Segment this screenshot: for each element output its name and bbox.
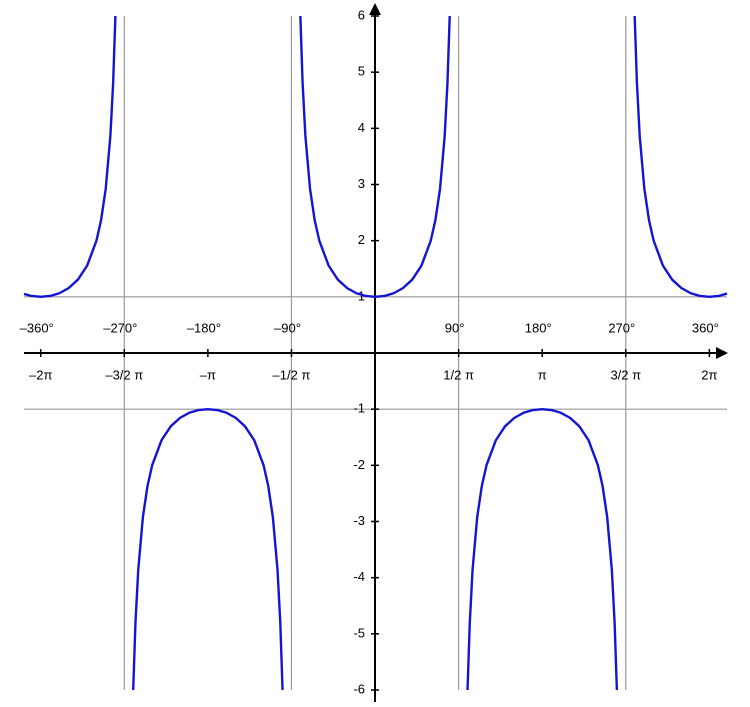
x-tick-label: 270° [608,320,635,335]
x-tick-label: 90° [445,320,465,335]
x2-tick-label: 2π [701,367,717,382]
y-tick-label: 6 [358,7,365,22]
x2-tick-label: –π [200,367,216,382]
x-tick-label: –360° [20,320,54,335]
y-tick-label: -6 [353,681,365,696]
x-tick-label: 360° [692,320,719,335]
y-tick-label: 5 [358,64,365,79]
x-tick-label: –180° [187,320,221,335]
y-tick-label: -4 [353,569,365,584]
y-tick-label: 3 [358,176,365,191]
y-tick-label: 4 [358,120,365,135]
y-tick-label: 2 [358,232,365,247]
y-tick-label: -1 [353,401,365,416]
x2-tick-label: –3/2 π [105,367,143,382]
x-axis-arrow [716,347,728,359]
curve [23,15,728,691]
x-tick-label: 180° [525,320,552,335]
y-tick-label: -5 [353,625,365,640]
x2-tick-label: 1/2 π [443,367,474,382]
y-tick-label: -2 [353,457,365,472]
x2-tick-label: –2π [29,367,52,382]
x2-tick-label: π [538,367,547,382]
x-tick-label: –90° [274,320,301,335]
x2-tick-label: –1/2 π [273,367,311,382]
y-axis-arrow [369,3,381,15]
x2-tick-label: 3/2 π [610,367,641,382]
x-tick-label: –270° [103,320,137,335]
y-tick-label: -3 [353,513,365,528]
